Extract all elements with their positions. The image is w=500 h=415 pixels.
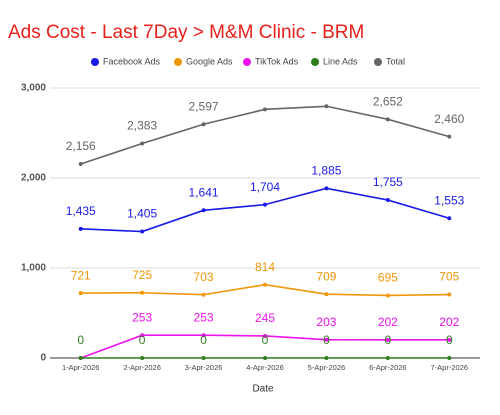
- data-label: 1,553: [434, 193, 464, 207]
- data-label: 2,156: [66, 139, 96, 153]
- point: [324, 356, 329, 360]
- point: [201, 122, 206, 127]
- point: [263, 333, 267, 338]
- legend-marker: [311, 58, 319, 66]
- data-label: 202: [439, 315, 459, 329]
- point: [385, 356, 390, 360]
- legend-label: TikTok Ads: [255, 56, 299, 66]
- data-label: 1,435: [66, 204, 96, 218]
- data-label: 203: [316, 315, 336, 329]
- data-label: 703: [194, 270, 214, 284]
- data-label: 814: [255, 260, 275, 274]
- point: [324, 337, 329, 342]
- data-label: 202: [378, 315, 398, 329]
- point: [447, 356, 452, 360]
- point: [78, 291, 83, 296]
- data-label: 0: [446, 333, 453, 347]
- chart-title: Ads Cost - Last 7Day > M&M Clinic - BRM: [8, 22, 364, 43]
- point: [140, 333, 145, 338]
- x-tick-label: 4-Apr-2026: [246, 363, 284, 372]
- data-label: 0: [200, 333, 207, 347]
- x-tick-label: 1-Apr-2026: [62, 363, 100, 372]
- y-tick-label: 2,000: [21, 173, 46, 184]
- data-label: 1,405: [127, 207, 157, 221]
- data-label: 0: [262, 333, 269, 347]
- point: [447, 292, 452, 297]
- data-label: 0: [385, 333, 392, 347]
- legend-marker: [174, 58, 182, 66]
- data-label: 2,460: [434, 112, 464, 126]
- data-label: 253: [194, 310, 214, 324]
- data-label: 0: [323, 333, 330, 347]
- point: [140, 141, 145, 146]
- data-label: 245: [255, 311, 275, 325]
- point: [263, 356, 267, 360]
- data-label: 2,597: [189, 99, 219, 113]
- data-label: 1,641: [189, 185, 219, 199]
- data-label: 721: [71, 268, 91, 282]
- x-tick-label: 7-Apr-2026: [431, 363, 469, 372]
- point: [324, 104, 329, 109]
- y-tick-label: 0: [40, 353, 46, 364]
- point: [385, 117, 390, 122]
- x-axis-label: Date: [252, 384, 274, 395]
- point: [78, 356, 83, 360]
- point: [385, 337, 390, 342]
- x-tick-label: 2-Apr-2026: [123, 363, 161, 372]
- legend-label: Facebook Ads: [103, 56, 161, 66]
- point: [140, 290, 145, 295]
- point: [324, 186, 329, 191]
- x-tick-label: 5-Apr-2026: [308, 363, 346, 372]
- legend-label: Line Ads: [323, 56, 358, 66]
- point: [385, 293, 390, 298]
- data-label: 705: [439, 270, 459, 284]
- point: [324, 292, 329, 297]
- point: [385, 198, 390, 203]
- point: [201, 333, 206, 338]
- point: [78, 161, 83, 166]
- data-label: 1,885: [311, 164, 341, 178]
- point: [78, 226, 83, 231]
- point: [447, 134, 452, 139]
- data-label: 725: [132, 268, 152, 282]
- x-tick-label: 6-Apr-2026: [369, 363, 407, 372]
- data-label: 0: [139, 333, 146, 347]
- data-label: 2,383: [127, 119, 157, 133]
- data-label: 1,704: [250, 180, 280, 194]
- legend-marker: [374, 58, 382, 66]
- series-line: [80, 105, 450, 165]
- point: [447, 216, 452, 221]
- point: [201, 208, 206, 213]
- data-label: 1,755: [373, 175, 403, 189]
- point: [140, 229, 145, 234]
- point: [201, 356, 206, 360]
- point: [201, 292, 206, 297]
- y-tick-label: 1,000: [21, 263, 46, 274]
- data-label: 695: [378, 271, 398, 285]
- data-label: 709: [316, 269, 336, 283]
- legend-label: Google Ads: [186, 56, 233, 66]
- point: [140, 356, 145, 360]
- point: [263, 282, 267, 287]
- x-tick-label: 3-Apr-2026: [185, 363, 223, 372]
- legend-marker: [243, 58, 251, 66]
- legend-label: Total: [386, 56, 405, 66]
- data-label: 2,652: [373, 94, 403, 108]
- data-label: 0: [77, 333, 84, 347]
- data-label: 253: [132, 310, 152, 324]
- point: [263, 202, 267, 207]
- y-tick-label: 3,000: [21, 83, 46, 94]
- legend-marker: [91, 58, 99, 66]
- point: [447, 337, 452, 342]
- point: [263, 107, 267, 112]
